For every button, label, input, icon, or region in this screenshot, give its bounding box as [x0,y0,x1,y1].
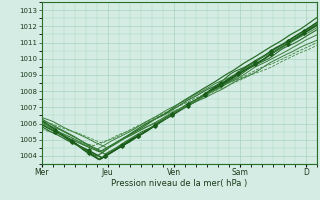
X-axis label: Pression niveau de la mer( hPa ): Pression niveau de la mer( hPa ) [111,179,247,188]
